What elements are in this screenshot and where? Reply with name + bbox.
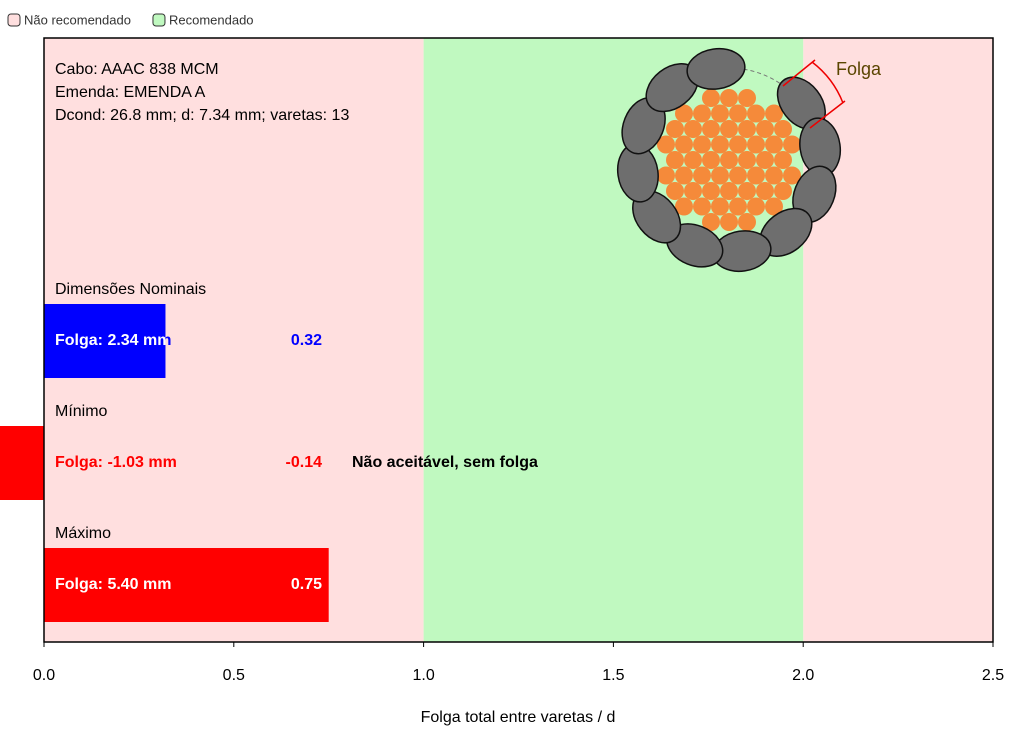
- bands: [44, 38, 993, 642]
- plot-frame: [43, 37, 994, 643]
- strand: [711, 197, 729, 216]
- strand: [765, 197, 783, 216]
- strand: [675, 197, 693, 216]
- bar: [44, 304, 166, 378]
- strand: [765, 166, 783, 185]
- strand: [729, 197, 747, 216]
- x-tick-label: 0.5: [223, 667, 245, 684]
- strand: [738, 182, 756, 200]
- legend-label: Não recomendado: [24, 12, 131, 27]
- strand: [720, 120, 738, 138]
- bar-annotation: Folga: 5.40 mm: [55, 576, 171, 593]
- strand: [738, 151, 756, 169]
- strand: [702, 151, 720, 169]
- marks: Dimensões Nominais Folga: 2.34 mm 0.32 Folg…: [0, 281, 538, 622]
- strand: [675, 135, 693, 154]
- x-tick-label: 0.0: [33, 667, 55, 684]
- x-tick-label: 2.0: [792, 667, 814, 684]
- strand: [684, 151, 702, 169]
- strand: [774, 182, 792, 200]
- bar-annotation: Folga: 5.40 mm: [55, 576, 171, 593]
- x-tick-label: 1.0: [412, 667, 434, 684]
- strand: [738, 120, 756, 138]
- strand: [693, 104, 711, 123]
- category-label: Dimensões Nominais: [55, 281, 206, 298]
- strand: [747, 197, 765, 216]
- strand: [738, 89, 756, 107]
- strand: [765, 135, 783, 154]
- info-line: Cabo: AAAC 838 MCM: [55, 61, 219, 78]
- strand: [720, 89, 738, 107]
- info-line: Emenda: EMENDA A: [55, 84, 206, 101]
- gap-bracket: [782, 59, 846, 129]
- strand: [684, 182, 702, 200]
- strand: [729, 135, 747, 154]
- strand: [711, 104, 729, 123]
- strand: [774, 120, 792, 138]
- strand: [783, 166, 801, 185]
- strand: [756, 151, 774, 169]
- legend-swatch: [152, 13, 166, 27]
- strand: [720, 213, 738, 231]
- category-label: Máximo: [55, 525, 111, 542]
- strand: [666, 151, 684, 169]
- strand: [765, 104, 783, 123]
- diagram-label: Folga: [836, 59, 882, 79]
- strand: [702, 120, 720, 138]
- value-label: 0.75: [291, 576, 322, 593]
- rod: [686, 47, 746, 90]
- legend-swatch: [7, 13, 21, 27]
- strand: [693, 197, 711, 216]
- strand: [720, 182, 738, 200]
- strand: [774, 151, 792, 169]
- strand: [702, 213, 720, 231]
- bar-note: Não aceitável, sem folga: [352, 454, 538, 471]
- strand: [729, 166, 747, 185]
- strand: [747, 104, 765, 123]
- strand: [675, 104, 693, 123]
- strand: [675, 166, 693, 185]
- legend-label: Recomendado: [169, 12, 254, 27]
- bar-annotation: Folga: 2.34 mm: [55, 332, 171, 349]
- bar-annotation: Folga: -1.03 mm: [55, 454, 177, 471]
- x-tick-label: 1.5: [602, 667, 624, 684]
- strand: [738, 213, 756, 231]
- strand: [693, 135, 711, 154]
- value-label: 0.32: [291, 332, 322, 349]
- strand: [702, 89, 720, 107]
- cable-diagram: Folga: [616, 47, 882, 273]
- strand: [747, 135, 765, 154]
- x-axis-label: Folga total entre varetas / d: [421, 709, 616, 726]
- strand: [756, 182, 774, 200]
- bar: [44, 548, 329, 622]
- value-label: -0.14: [286, 454, 323, 471]
- strand: [666, 120, 684, 138]
- value-label: 0.75: [291, 576, 322, 593]
- strand: [711, 166, 729, 185]
- strand: [729, 104, 747, 123]
- category-label: Mínimo: [55, 403, 108, 420]
- strand: [756, 120, 774, 138]
- strand: [684, 120, 702, 138]
- bar: [0, 426, 45, 500]
- strand: [693, 166, 711, 185]
- strand: [711, 135, 729, 154]
- strand: [783, 135, 801, 154]
- strand: [747, 166, 765, 185]
- strand: [720, 151, 738, 169]
- strand: [666, 182, 684, 200]
- x-tick-label: 2.5: [982, 667, 1004, 684]
- info-line: Dcond: 26.8 mm; d: 7.34 mm; varetas: 13: [55, 107, 349, 124]
- strand: [657, 166, 675, 185]
- strand: [702, 182, 720, 200]
- strand: [657, 135, 675, 154]
- bar-annotation: Folga: 2.34 mm: [55, 332, 171, 349]
